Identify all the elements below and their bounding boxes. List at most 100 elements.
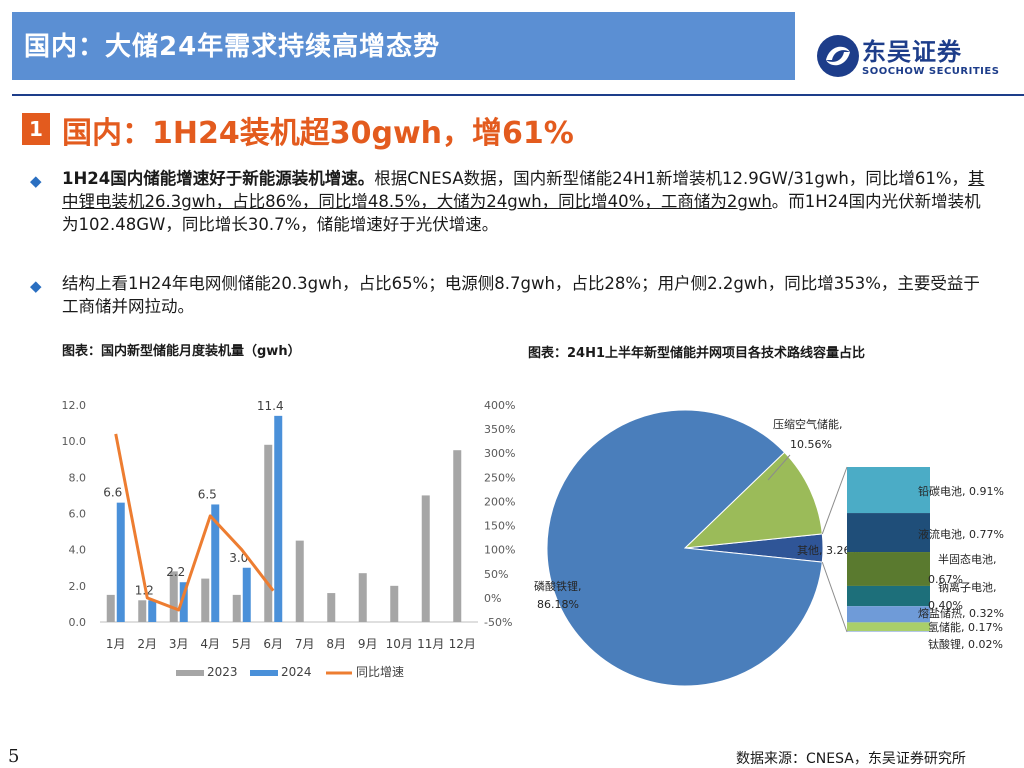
y2-tick-label: 200%: [484, 495, 515, 508]
diamond-bullet-icon: ◆: [30, 172, 42, 190]
y-tick-label: 2.0: [69, 580, 87, 593]
legend-label-2023: 2023: [207, 665, 238, 679]
logo-icon: [817, 35, 859, 77]
page-title: 国内：大储24年需求持续高增态势: [24, 32, 441, 62]
bar-2024: [179, 582, 188, 622]
bar-2023: [295, 540, 304, 622]
y2-tick-label: 400%: [484, 399, 515, 412]
y-tick-label: 0.0: [69, 616, 87, 629]
bar-2024-data-label: 1.2: [135, 583, 154, 597]
y2-tick-label: 250%: [484, 471, 515, 484]
pie-slice: [683, 451, 823, 549]
breakdown-segment: [847, 513, 930, 553]
legend-label-growth: 同比增速: [356, 665, 404, 679]
breakdown-connector-top: [821, 466, 848, 535]
y2-tick-label: -50%: [484, 616, 512, 629]
bar-2023: [106, 594, 115, 622]
bar-2024-data-label: 11.4: [257, 399, 284, 413]
y2-tick-label: 0%: [484, 592, 501, 605]
header-divider: [12, 94, 1024, 96]
pie-value-compressed-air: 10.56%: [790, 438, 832, 451]
legend-label-2024: 2024: [281, 665, 312, 679]
bullet-1-text1: 根据CNESA数据，国内新型储能24H1新增装机12.9GW/31gwh，同比增…: [374, 169, 969, 188]
breakdown-segment: [847, 585, 930, 607]
y-tick-label: 6.0: [69, 508, 87, 521]
y-tick-label: 8.0: [69, 471, 87, 484]
pie-label-compressed-air: 压缩空气储能,: [773, 417, 843, 431]
bullet-1-text: 1H24国内储能增速好于新能源装机增速。根据CNESA数据，国内新型储能24H1…: [62, 167, 990, 236]
bar-2024: [148, 600, 157, 622]
page-number: 5: [8, 746, 20, 767]
bar-2023: [138, 600, 147, 622]
pie-label-lfp: 磷酸铁锂,: [534, 579, 582, 593]
y2-tick-label: 350%: [484, 423, 515, 436]
legend-swatch-2024: [250, 670, 278, 676]
pie-leader-line: [767, 454, 791, 481]
bar-2023: [232, 594, 241, 622]
title-bar: 国内：大储24年需求持续高增态势: [12, 12, 795, 80]
x-tick-label: 2月: [137, 637, 157, 651]
logo-name-cn: 东吴证券: [862, 38, 962, 66]
breakdown-label: 熔盐储热, 0.32%: [918, 606, 1004, 620]
bar-2023: [169, 571, 178, 622]
bar-2024: [242, 567, 251, 622]
bar-2024-data-label: 2.2: [166, 565, 185, 579]
x-tick-label: 9月: [358, 637, 378, 651]
breakdown-segment: [847, 606, 930, 623]
bar-2023: [327, 593, 336, 622]
y2-tick-label: 50%: [484, 568, 508, 581]
bar-2023: [421, 495, 430, 622]
breakdown-label: 液流电池, 0.77%: [918, 527, 1004, 541]
section-number: 1: [22, 113, 50, 145]
x-tick-label: 8月: [326, 637, 346, 651]
y2-tick-label: 300%: [484, 447, 515, 460]
breakdown-segment: [847, 552, 930, 586]
data-source: 数据来源：CNESA，东吴证券研究所: [736, 751, 966, 767]
breakdown-label: 钛酸锂, 0.02%: [928, 637, 1003, 651]
bar-2023: [264, 444, 273, 622]
chart-caption-left: 图表：国内新型储能月度装机量（gwh）: [62, 344, 301, 359]
section-title: 国内：1H24装机超30gwh，增61%: [62, 116, 574, 151]
x-tick-label: 5月: [232, 637, 252, 651]
x-tick-label: 7月: [295, 637, 315, 651]
x-tick-label: 11月: [417, 637, 444, 651]
bar-2023: [358, 573, 367, 622]
bullet-1: ◆ 1H24国内储能增速好于新能源装机增速。根据CNESA数据，国内新型储能24…: [30, 167, 990, 236]
breakdown-label-value: 0.67%: [928, 573, 963, 586]
breakdown-segment: [847, 467, 930, 514]
bar-2023: [453, 450, 462, 622]
x-tick-label: 3月: [169, 637, 189, 651]
pie-value-lfp: 86.18%: [537, 598, 579, 611]
bar-2023: [201, 578, 210, 622]
bullet-1-lead: 1H24国内储能增速好于新能源装机增速。: [62, 169, 375, 188]
y-tick-label: 12.0: [62, 399, 87, 412]
breakdown-label-value: 0.40%: [928, 599, 963, 612]
bullet-1-underline: 其中锂电装机26.3gwh，占比86%，同比增48.5%，大储为24gwh，同比…: [62, 169, 985, 211]
breakdown-label: 铅碳电池, 0.91%: [918, 484, 1004, 498]
pie-label-other: 其他, 3.26%: [797, 544, 861, 557]
bar-2024: [274, 415, 283, 622]
x-tick-label: 12月: [449, 637, 476, 651]
breakdown-label: 半固态电池,: [938, 552, 997, 566]
y2-tick-label: 150%: [484, 520, 515, 533]
breakdown-segment: [847, 630, 930, 632]
bar-2024: [116, 502, 125, 622]
growth-rate-line: [114, 433, 275, 612]
diamond-bullet-icon: ◆: [30, 277, 42, 295]
pie-slice: [546, 409, 823, 687]
y2-tick-label: 100%: [484, 544, 515, 557]
breakdown-connector-bottom: [821, 561, 848, 633]
bullet-1-text2: 。而1H24国内光伏新增装机为102.48GW，同比增长30.7%，储能增速好于…: [62, 192, 981, 234]
breakdown-label: 氢储能, 0.17%: [928, 620, 1003, 634]
breakdown-label: 钠离子电池,: [938, 580, 997, 594]
bar-2024-data-label: 6.6: [103, 486, 122, 500]
bar-2024-data-label: 6.5: [198, 487, 217, 501]
x-tick-label: 10月: [386, 637, 413, 651]
legend-swatch-2023: [176, 670, 204, 676]
y-tick-label: 10.0: [62, 435, 87, 448]
bullet-2: ◆ 结构上看1H24年电网侧储能20.3gwh，占比65%；电源侧8.7gwh，…: [30, 272, 990, 318]
chart-caption-right: 图表：24H1上半年新型储能并网项目各技术路线容量占比: [528, 346, 866, 361]
bar-2023: [390, 585, 399, 622]
logo-name-en: SOOCHOW SECURITIES: [862, 66, 1000, 77]
